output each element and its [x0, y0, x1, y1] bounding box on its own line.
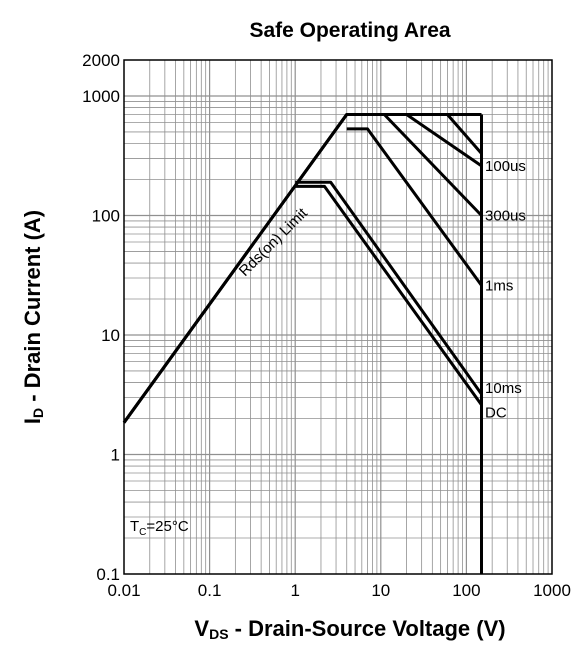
y-tick-label: 1 — [111, 445, 120, 464]
condition-symbol: T — [130, 518, 139, 535]
x-axis-label: VDS - Drain-Source Voltage (V) — [194, 616, 505, 642]
condition-label: TC=25°C — [130, 518, 189, 538]
y-axis-label-subscript: D — [30, 408, 46, 418]
x-tick-label: 1 — [290, 581, 299, 600]
y-tick-labels: 0.1 1 10 100 1000 2000 — [82, 51, 120, 584]
chart-title: Safe Operating Area — [249, 19, 450, 42]
y-tick-label: 2000 — [82, 51, 120, 70]
series-line-300us — [122, 113, 483, 424]
annotation-label: 100us — [485, 158, 526, 175]
y-axis-label-text: - Drain Current (A) — [20, 210, 45, 408]
series-lines — [122, 113, 483, 574]
x-axis-label-symbol: V — [194, 616, 209, 641]
x-axis-label-subscript: DS — [209, 626, 228, 642]
x-tick-label: 10 — [371, 581, 390, 600]
condition-subscript: C — [139, 527, 146, 538]
x-tick-label: 0.01 — [107, 581, 140, 600]
annotation-label: DC — [485, 404, 507, 421]
x-axis-label-text: - Drain-Source Voltage (V) — [229, 616, 506, 641]
y-axis-label-symbol: I — [20, 418, 45, 424]
series-line-1ms — [346, 127, 483, 287]
grid-lines — [124, 60, 552, 574]
y-tick-label: 100 — [92, 206, 120, 225]
annotation-label: 300us — [485, 207, 526, 224]
y-axis-label: ID - Drain Current (A) — [20, 210, 46, 424]
plot-frame — [123, 59, 553, 575]
y-tick-label: 0.1 — [96, 565, 120, 584]
x-tick-label: 100 — [452, 581, 480, 600]
x-tick-labels: 0.01 0.1 1 10 100 1000 — [107, 581, 570, 600]
series-line-10ms — [295, 180, 483, 395]
x-tick-label: 1000 — [533, 581, 571, 600]
annotation-label: 1ms — [485, 277, 513, 294]
condition-value: =25°C — [146, 518, 188, 535]
y-tick-label: 1000 — [82, 87, 120, 106]
annotation-label: 10ms — [485, 380, 522, 397]
series-line-dc — [295, 184, 483, 406]
x-tick-label: 0.1 — [198, 581, 222, 600]
y-tick-label: 10 — [101, 326, 120, 345]
